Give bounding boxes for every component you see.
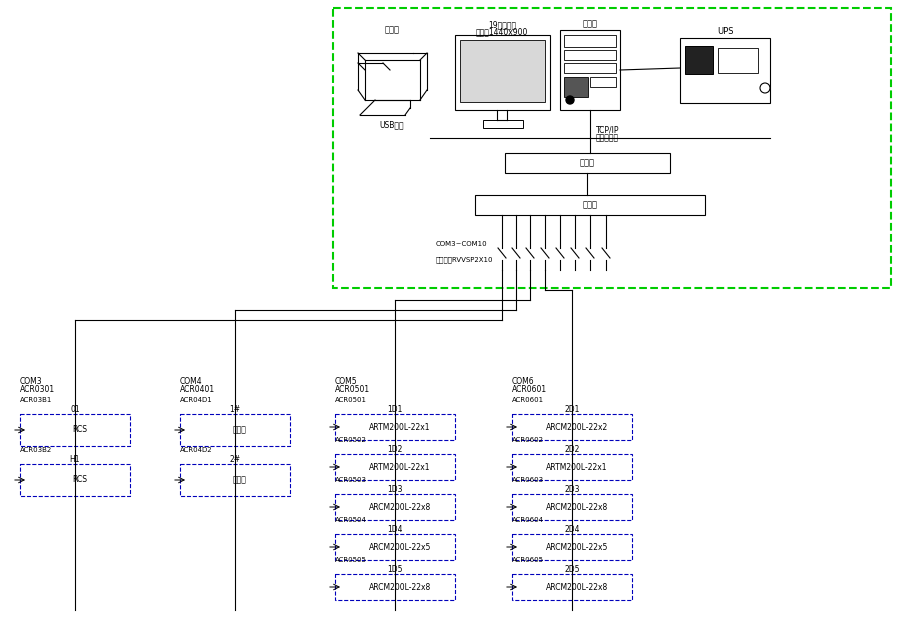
- Text: COM3: COM3: [20, 378, 42, 386]
- Text: 1D2: 1D2: [387, 445, 402, 453]
- Text: 分辨率1440x900: 分辨率1440x900: [476, 27, 529, 37]
- Bar: [180, 414, 290, 446]
- Bar: [180, 464, 290, 496]
- Text: 19寸显示器: 19寸显示器: [488, 20, 516, 30]
- Text: ARCM200L-22x8: ARCM200L-22x8: [369, 582, 431, 591]
- Text: ARTM200L-22x1: ARTM200L-22x1: [369, 422, 431, 432]
- Text: 工业以太网: 工业以太网: [596, 134, 619, 142]
- Bar: [505, 153, 670, 173]
- Text: 1D4: 1D4: [387, 525, 403, 533]
- Bar: [460, 40, 545, 102]
- Text: 微主机: 微主机: [583, 19, 597, 29]
- Bar: [560, 30, 620, 110]
- Bar: [455, 35, 550, 110]
- Text: USB连接: USB连接: [380, 120, 404, 130]
- Text: ACR0602: ACR0602: [512, 437, 544, 443]
- Text: 电量表: 电量表: [233, 476, 247, 484]
- Text: 1D3: 1D3: [387, 484, 403, 494]
- Text: COM4: COM4: [180, 378, 203, 386]
- Bar: [335, 534, 455, 560]
- Text: ARCM200L-22x8: ARCM200L-22x8: [369, 502, 431, 512]
- Text: ACR04D2: ACR04D2: [180, 447, 213, 453]
- Bar: [512, 414, 632, 440]
- Text: ACR0505: ACR0505: [335, 557, 367, 563]
- Bar: [512, 574, 632, 600]
- Bar: [475, 195, 705, 215]
- Text: 1#: 1#: [229, 404, 241, 414]
- Bar: [512, 454, 632, 480]
- Text: ACR03B1: ACR03B1: [20, 397, 52, 403]
- Text: ARCM200L-22x5: ARCM200L-22x5: [369, 543, 431, 551]
- Text: ACR0401: ACR0401: [180, 386, 215, 394]
- Text: TCP/IP: TCP/IP: [596, 125, 620, 135]
- Text: 隔离器: 隔离器: [579, 158, 594, 168]
- Text: RCS: RCS: [72, 425, 87, 435]
- Bar: [564, 50, 616, 60]
- Text: 2#: 2#: [229, 455, 241, 463]
- Bar: [512, 534, 632, 560]
- Text: 1D5: 1D5: [387, 564, 403, 574]
- Text: ACR0501: ACR0501: [335, 386, 370, 394]
- Text: 2D5: 2D5: [565, 564, 580, 574]
- Text: ACR0601: ACR0601: [512, 386, 548, 394]
- Bar: [333, 8, 891, 288]
- Bar: [564, 63, 616, 73]
- Text: 集线器: 集线器: [583, 201, 597, 209]
- Text: ACR0603: ACR0603: [512, 477, 544, 483]
- Text: H1: H1: [69, 455, 80, 463]
- Bar: [20, 414, 130, 446]
- Text: 通讯电缆RVVSP2X10: 通讯电缆RVVSP2X10: [436, 256, 493, 263]
- Text: COM5: COM5: [335, 378, 357, 386]
- Text: COM3~COM10: COM3~COM10: [436, 241, 488, 247]
- Text: ARCM200L-22x5: ARCM200L-22x5: [546, 543, 608, 551]
- Text: 打印机: 打印机: [384, 25, 400, 35]
- Text: 2D3: 2D3: [565, 484, 580, 494]
- Text: ARTM200L-22x1: ARTM200L-22x1: [369, 463, 431, 471]
- Bar: [483, 120, 523, 128]
- Text: 1D1: 1D1: [387, 404, 402, 414]
- Text: ACR0601: ACR0601: [512, 397, 544, 403]
- Bar: [680, 38, 770, 103]
- Text: ACR0503: ACR0503: [335, 477, 367, 483]
- Text: ACR0504: ACR0504: [335, 517, 367, 523]
- Text: RCS: RCS: [72, 476, 87, 484]
- Bar: [590, 77, 616, 87]
- Text: ACR0604: ACR0604: [512, 517, 544, 523]
- Text: ARCM200L-22x2: ARCM200L-22x2: [546, 422, 608, 432]
- Text: ACR0502: ACR0502: [335, 437, 367, 443]
- Bar: [335, 454, 455, 480]
- Text: ACR0501: ACR0501: [335, 397, 367, 403]
- Text: 2D2: 2D2: [565, 445, 580, 453]
- Text: 01: 01: [70, 404, 79, 414]
- Text: ACR0605: ACR0605: [512, 557, 544, 563]
- Bar: [512, 494, 632, 520]
- Bar: [20, 464, 130, 496]
- Bar: [685, 46, 713, 74]
- Bar: [564, 35, 616, 47]
- Bar: [564, 77, 588, 97]
- Text: 2D1: 2D1: [565, 404, 580, 414]
- Text: 2D4: 2D4: [565, 525, 580, 533]
- Text: COM6: COM6: [512, 378, 535, 386]
- Text: UPS: UPS: [717, 27, 733, 37]
- Bar: [335, 574, 455, 600]
- Circle shape: [566, 96, 574, 104]
- Text: ACR0301: ACR0301: [20, 386, 55, 394]
- Text: ACR03B2: ACR03B2: [20, 447, 52, 453]
- Bar: [335, 494, 455, 520]
- Bar: [718, 48, 758, 73]
- Text: ACR04D1: ACR04D1: [180, 397, 213, 403]
- Text: 电量表: 电量表: [233, 425, 247, 435]
- Text: ARCM200L-22x8: ARCM200L-22x8: [546, 582, 608, 591]
- Text: ARTM200L-22x1: ARTM200L-22x1: [547, 463, 608, 471]
- Text: ARCM200L-22x8: ARCM200L-22x8: [546, 502, 608, 512]
- Bar: [335, 414, 455, 440]
